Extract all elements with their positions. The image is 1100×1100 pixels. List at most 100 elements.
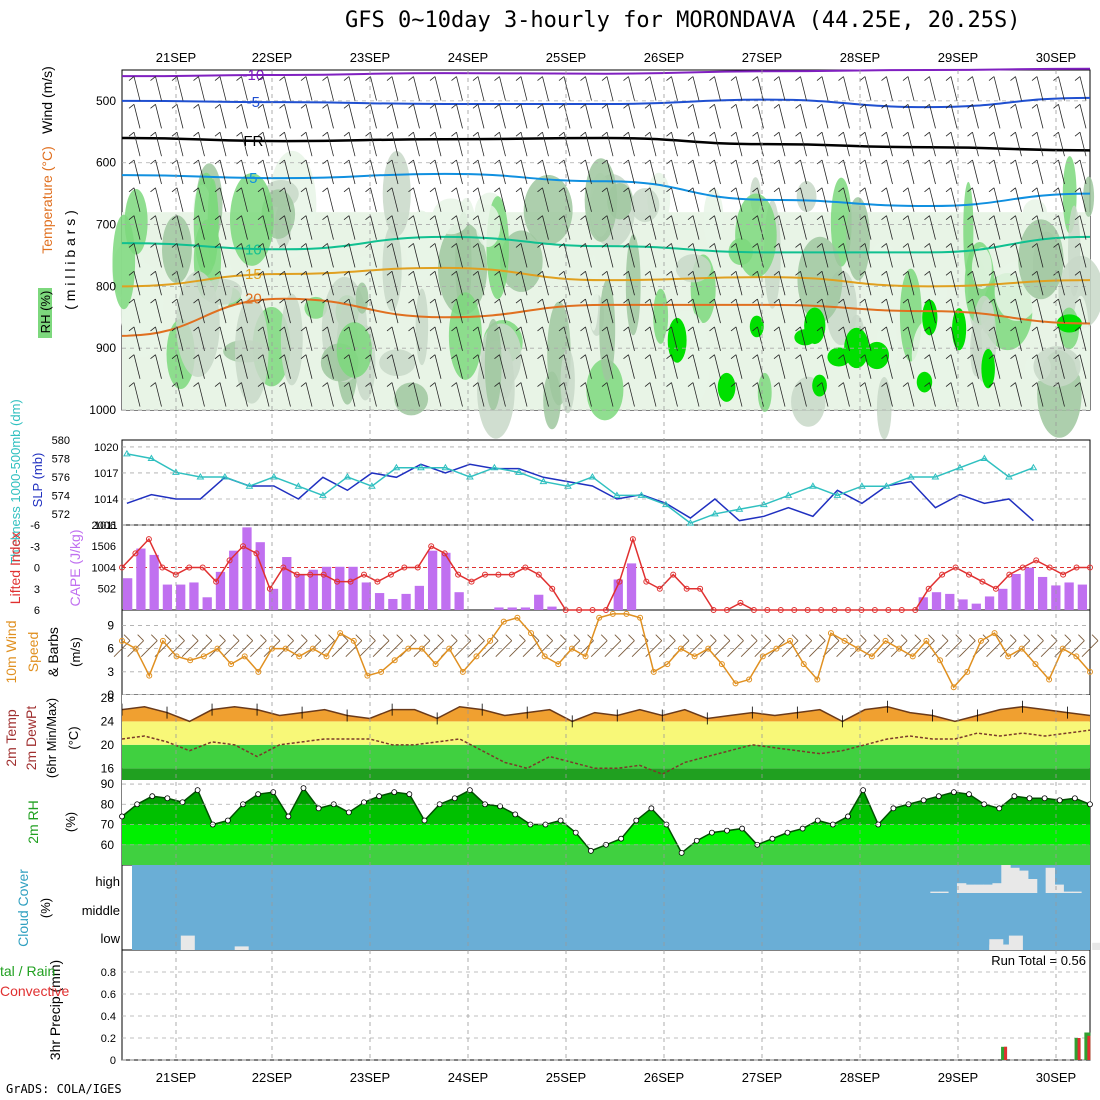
wind-speed-line-marker (650, 668, 657, 675)
wind-barb (585, 159, 592, 185)
wind-barb (198, 76, 205, 101)
wind-barb (262, 298, 270, 324)
wind-barb (628, 159, 635, 185)
wind-barb (838, 104, 844, 109)
wind-barb (456, 243, 463, 268)
wind-barb (988, 76, 995, 81)
wind-barb (950, 243, 958, 268)
wind-barb (468, 640, 485, 657)
rh-shade (667, 317, 687, 363)
wind-barb (714, 132, 721, 157)
wind-barb (988, 131, 995, 137)
wind-barb (606, 132, 614, 157)
wind-barb (864, 382, 872, 407)
rh-marker (633, 817, 640, 824)
rh-shade (1068, 205, 1081, 297)
wind-barb (391, 76, 399, 101)
wind-barb (494, 76, 500, 81)
wind-barb (881, 354, 887, 360)
wind-barb (993, 132, 1001, 157)
wind-barb (859, 159, 866, 165)
ylabel-lifted-index: Lifted Index (7, 532, 23, 604)
wind-barb (515, 187, 522, 193)
wind-barb (262, 271, 270, 296)
wind-barb (214, 354, 221, 360)
lifted-index-line-marker (280, 564, 287, 571)
wind-barb (515, 298, 522, 304)
wind-barb (236, 382, 242, 387)
wind-barb (924, 382, 930, 387)
panel-frame-slp (121, 439, 1091, 526)
lifted-index-line-marker (495, 571, 502, 578)
wind-barb (859, 243, 866, 248)
wind-barb (805, 634, 813, 641)
wind-barb (241, 132, 248, 157)
rh-shade (864, 341, 890, 370)
wind-barb (198, 243, 205, 268)
cloud-high-bar (956, 883, 967, 893)
wind-barb (993, 159, 1001, 185)
wind-barb (696, 634, 703, 641)
thickness-line-marker (760, 500, 768, 508)
wind-barb (327, 159, 334, 185)
date-label-top: 25SEP (546, 50, 586, 65)
rh-marker (194, 787, 201, 794)
wind-barb (816, 187, 823, 193)
wind-barb (434, 159, 442, 185)
wind-barb (499, 215, 506, 240)
cape-bar (454, 592, 464, 610)
lifted-index-line-marker (966, 571, 972, 578)
wind-barb (370, 187, 377, 212)
wind-barb (451, 76, 457, 81)
wind-barb (542, 104, 549, 129)
cloud-high-bar (983, 884, 993, 893)
wind-barb (671, 354, 678, 379)
y-tick-label: 3 (34, 584, 40, 596)
wind-barb (924, 326, 930, 332)
date-label-top: 30SEP (1036, 50, 1076, 65)
wind-barb (327, 382, 334, 407)
wind-barb (176, 298, 184, 324)
wind-barb (181, 640, 199, 657)
wind-barb (800, 76, 807, 101)
rh-marker (845, 813, 851, 820)
wind-barb (214, 326, 221, 332)
wind-barb (881, 298, 887, 304)
wind-barb (816, 354, 823, 360)
lifted-index-line-marker (1006, 571, 1013, 578)
wind-barb (429, 382, 436, 387)
lifted-index-line-marker (589, 607, 596, 613)
ylabel-wind10-a: 10m Wind (3, 620, 19, 683)
wind-barb (434, 132, 442, 157)
wind-barb (176, 354, 184, 379)
wind-barb (752, 243, 758, 248)
wind-barb (864, 215, 872, 240)
wind-barb (843, 354, 850, 379)
wind-barb (929, 76, 936, 101)
y-tick-label: 0 (34, 563, 40, 575)
wind-barb (821, 187, 829, 212)
rh-shade (234, 296, 269, 404)
wind-barb (644, 104, 651, 109)
wind-barb (241, 243, 248, 268)
wind-barb (451, 159, 457, 165)
wind-barb (838, 76, 844, 81)
wind-barb (816, 76, 823, 81)
wind-barb (370, 132, 377, 157)
y-tick-label: 1011 (94, 520, 118, 532)
cloud-low-bar (180, 935, 195, 950)
wind-barb (236, 243, 242, 248)
wind-barb (348, 354, 356, 379)
wind-barb (257, 243, 264, 248)
wind-barb (816, 298, 823, 304)
wind-barb (778, 76, 786, 101)
wind-barb (1074, 76, 1081, 81)
cape-bar (162, 584, 173, 610)
wind-barb (737, 634, 744, 641)
wind-barb (219, 382, 227, 407)
cloud-low-bar (234, 946, 249, 950)
rh-shade (475, 204, 501, 248)
wind-barb (198, 298, 205, 324)
lifted-index-line-marker (885, 607, 892, 613)
wind-barb (155, 298, 162, 324)
